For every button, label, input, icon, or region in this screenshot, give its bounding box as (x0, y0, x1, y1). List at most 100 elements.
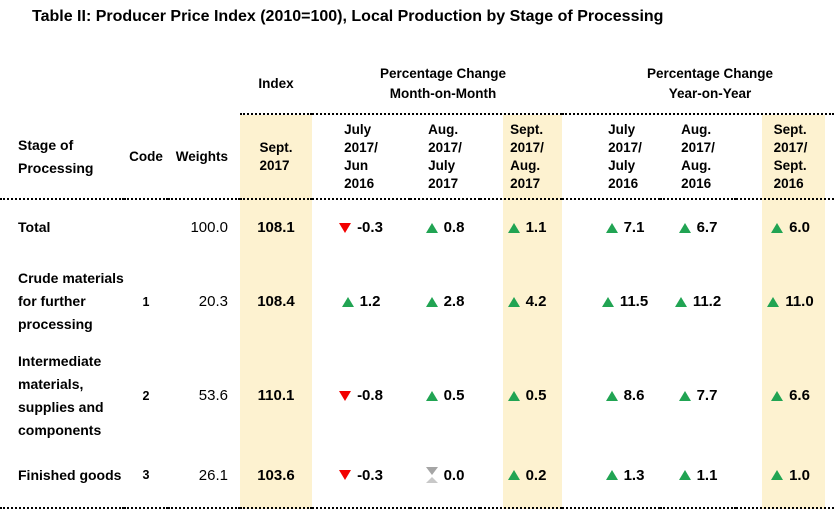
index-period-header: Sept. 2017 (240, 115, 312, 200)
index-cell: 103.6 (240, 443, 312, 509)
mom-col3-label: Sept. 2017/ Aug. 2017 (510, 121, 544, 191)
yoy-col2-header: Aug. 2017/ Aug. 2016 (660, 115, 736, 200)
trend-icon (678, 390, 691, 401)
trend-icon (425, 467, 438, 483)
change-value: 6.6 (789, 387, 810, 404)
row-label: Total (18, 219, 51, 235)
yoy-col2-label: Aug. 2017/ Aug. 2016 (681, 121, 715, 191)
trend-icon (771, 222, 784, 233)
change-value: 8.6 (623, 387, 645, 404)
index-group-label: Index (258, 76, 294, 91)
change-value: -0.8 (357, 387, 383, 404)
mom-change-cell: -0.3 (312, 443, 410, 509)
change-value: 1.2 (359, 293, 381, 310)
trend-icon (341, 296, 354, 307)
trend-icon (507, 390, 520, 401)
trend-icon (605, 390, 618, 401)
trend-icon (507, 222, 520, 233)
yoy-col3-header: Sept. 2017/ Sept. 2016 (736, 115, 834, 200)
mom-change-cell: 1.2 (312, 255, 410, 348)
code-cell: 2 (142, 388, 150, 403)
trend-icon (425, 296, 438, 307)
yoy-change-cell: 1.0 (736, 443, 834, 509)
trend-icon (771, 470, 784, 480)
row-label: Intermediate materials, supplies and com… (18, 352, 104, 438)
mom-col3-header: Sept. 2017/ Aug. 2017 (480, 115, 562, 200)
yoy-change-cell: 6.6 (736, 348, 834, 443)
mom-col1-label: July 2017/ Jun 2016 (344, 121, 378, 191)
trend-icon (601, 296, 614, 307)
trend-icon (507, 296, 520, 307)
index-period-label: Sept. 2017 (259, 139, 293, 173)
yoy-group-header: Percentage Change Year-on-Year (562, 55, 834, 115)
change-value: 4.2 (525, 293, 547, 310)
weights-cell: 20.3 (198, 293, 228, 310)
mom-group-label: Percentage Change Month-on-Month (379, 66, 507, 101)
mom-change-cell: 0.8 (410, 200, 480, 255)
yoy-change-cell: 6.7 (660, 200, 736, 255)
mom-change-cell: -0.3 (312, 200, 410, 255)
producer-price-table: Index Percentage Change Month-on-Month P… (0, 55, 834, 509)
yoy-change-cell: 11.2 (660, 255, 736, 348)
mom-col1-header: July 2017/ Jun 2016 (312, 115, 410, 200)
mom-change-cell: 0.5 (410, 348, 480, 443)
code-column-header: Code (124, 115, 168, 200)
change-value: 1.3 (623, 466, 645, 484)
trend-icon (678, 470, 691, 480)
change-value: 2.8 (443, 293, 465, 310)
change-value: 0.5 (443, 387, 465, 404)
yoy-change-cell: 7.1 (562, 200, 660, 255)
change-value: 11.2 (692, 293, 722, 310)
change-value: 0.0 (443, 466, 465, 484)
row-label: Crude materials for further processing (18, 270, 124, 332)
index-cell: 108.1 (240, 200, 312, 255)
change-value: 1.1 (696, 466, 718, 484)
weights-column-header: Weights (168, 115, 240, 200)
index-group-header: Index (240, 55, 312, 115)
mom-col2-header: Aug. 2017/ July 2017 (410, 115, 480, 200)
change-value: 1.1 (525, 219, 547, 236)
yoy-change-cell: 7.7 (660, 348, 736, 443)
trend-icon (678, 222, 691, 233)
trend-icon (425, 390, 438, 401)
yoy-change-cell: 8.6 (562, 348, 660, 443)
weights-cell: 100.0 (190, 219, 228, 236)
index-cell: 108.4 (240, 255, 312, 348)
table-title: Table II: Producer Price Index (2010=100… (32, 8, 664, 25)
change-value: -0.3 (357, 219, 383, 236)
change-value: 0.8 (443, 219, 465, 236)
trend-icon (605, 470, 618, 480)
stage-header-label: Stage of Processing (18, 136, 94, 176)
trend-icon (674, 296, 687, 307)
change-value: 1.0 (789, 466, 810, 484)
change-value: 0.5 (525, 387, 547, 404)
trend-icon (339, 470, 352, 480)
change-value: -0.3 (357, 466, 383, 484)
yoy-group-label: Percentage Change Year-on-Year (646, 66, 774, 101)
yoy-change-cell: 11.5 (562, 255, 660, 348)
yoy-col1-label: July 2017/ July 2016 (608, 121, 642, 191)
yoy-change-cell: 11.0 (736, 255, 834, 348)
header-spacer (0, 55, 240, 115)
trend-icon (767, 296, 780, 307)
mom-change-cell: 4.2 (480, 255, 562, 348)
row-label: Finished goods (0, 443, 124, 509)
page: Table II: Producer Price Index (2010=100… (0, 8, 834, 509)
weights-cell: 53.6 (198, 387, 228, 404)
mom-change-cell: 0.0 (410, 443, 480, 509)
change-value: 11.5 (619, 293, 649, 310)
mom-change-cell: 0.2 (480, 443, 562, 509)
code-cell: 1 (142, 294, 150, 309)
trend-icon (339, 390, 352, 401)
yoy-change-cell: 1.1 (660, 443, 736, 509)
mom-change-cell: 0.5 (480, 348, 562, 443)
trend-icon (425, 222, 438, 233)
mom-group-header: Percentage Change Month-on-Month (312, 55, 562, 115)
change-value: 6.7 (696, 219, 718, 236)
trend-icon (605, 222, 618, 233)
change-value: 0.2 (525, 466, 547, 484)
change-value: 7.1 (623, 219, 645, 236)
yoy-change-cell: 6.0 (736, 200, 834, 255)
mom-change-cell: -0.8 (312, 348, 410, 443)
code-cell: 3 (124, 443, 168, 509)
